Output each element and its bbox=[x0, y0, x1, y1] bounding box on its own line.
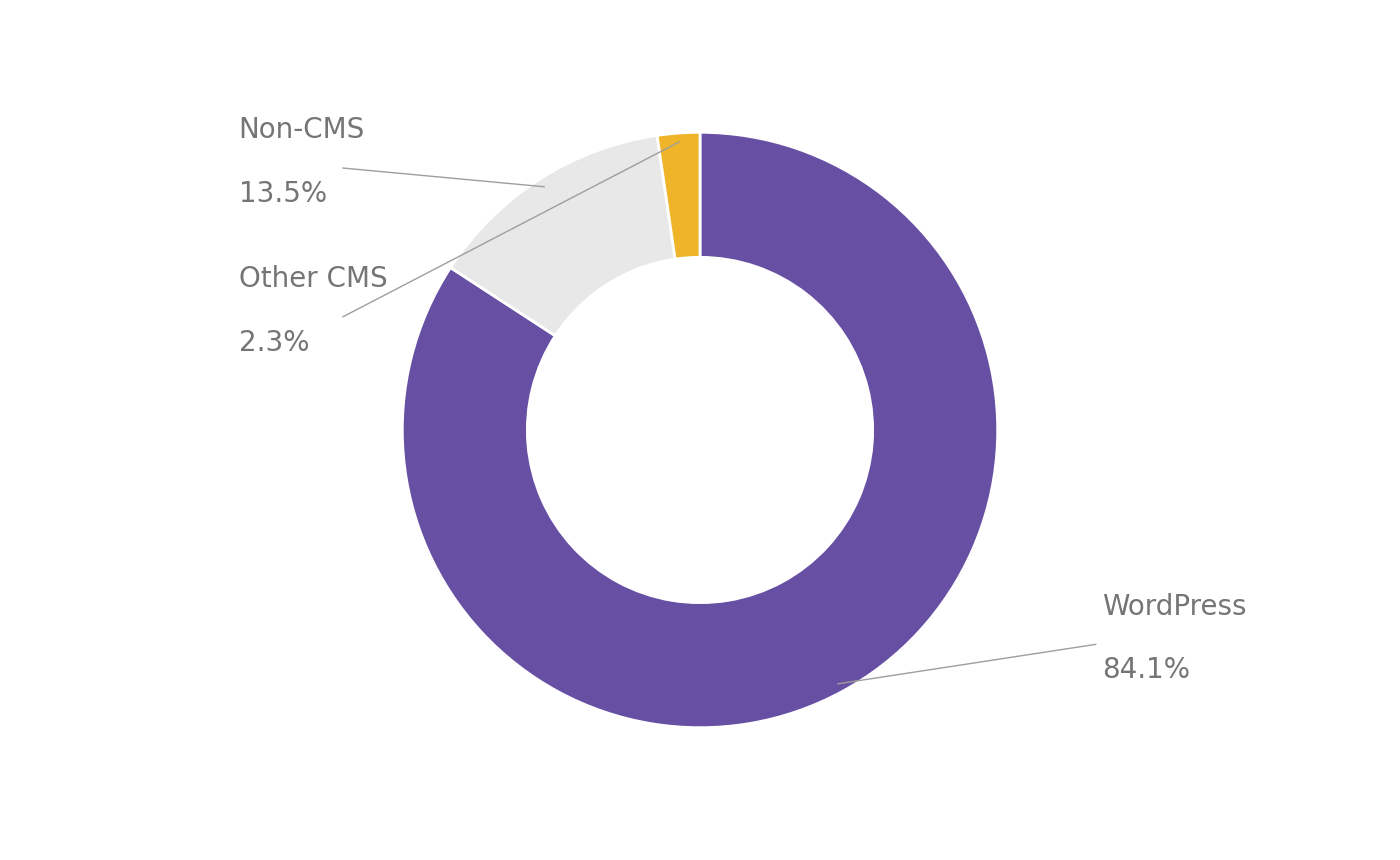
Text: 13.5%: 13.5% bbox=[238, 180, 326, 208]
Text: WordPress: WordPress bbox=[1102, 593, 1246, 621]
Text: 84.1%: 84.1% bbox=[1102, 656, 1190, 685]
Text: Other CMS: Other CMS bbox=[238, 265, 388, 293]
Wedge shape bbox=[451, 135, 675, 335]
Text: 2.3%: 2.3% bbox=[238, 329, 309, 357]
Wedge shape bbox=[402, 132, 998, 728]
Wedge shape bbox=[657, 132, 700, 259]
Text: Non-CMS: Non-CMS bbox=[238, 116, 365, 144]
